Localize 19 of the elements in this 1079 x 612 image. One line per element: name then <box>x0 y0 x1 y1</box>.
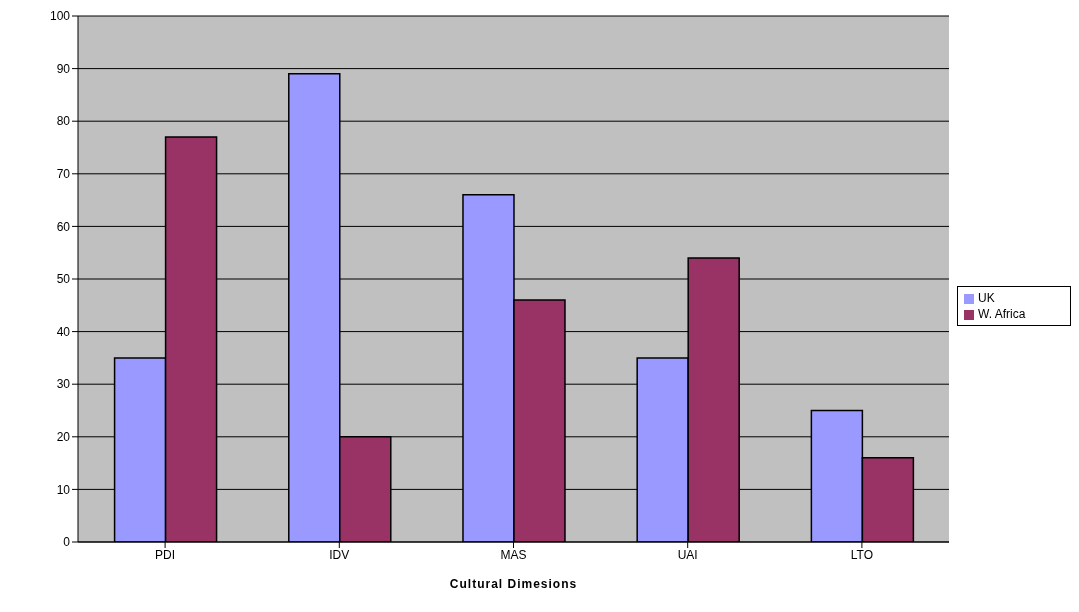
legend-label: W. Africa <box>978 307 1026 321</box>
y-tick-label: 80 <box>56 114 71 129</box>
y-tick-label: 10 <box>56 482 71 497</box>
y-tick-label: 70 <box>56 167 71 182</box>
x-tick-label: PDI <box>155 547 176 562</box>
legend-label: UK <box>978 291 995 305</box>
x-tick-label: IDV <box>329 547 350 562</box>
y-tick-label: 100 <box>49 9 71 24</box>
y-tick-label: 60 <box>56 219 71 234</box>
x-tick-label: LTO <box>850 547 874 562</box>
x-tick-label: MAS <box>500 547 527 562</box>
x-axis-title: Cultural Dimesions <box>449 577 578 591</box>
x-tick-label: UAI <box>677 547 698 562</box>
y-tick-label: 30 <box>56 377 71 392</box>
y-tick-label: 40 <box>56 324 71 339</box>
y-tick-label: 90 <box>56 61 71 76</box>
y-tick-label: 50 <box>56 272 71 287</box>
y-tick-label: 20 <box>56 430 71 445</box>
y-tick-label: 0 <box>63 535 71 550</box>
